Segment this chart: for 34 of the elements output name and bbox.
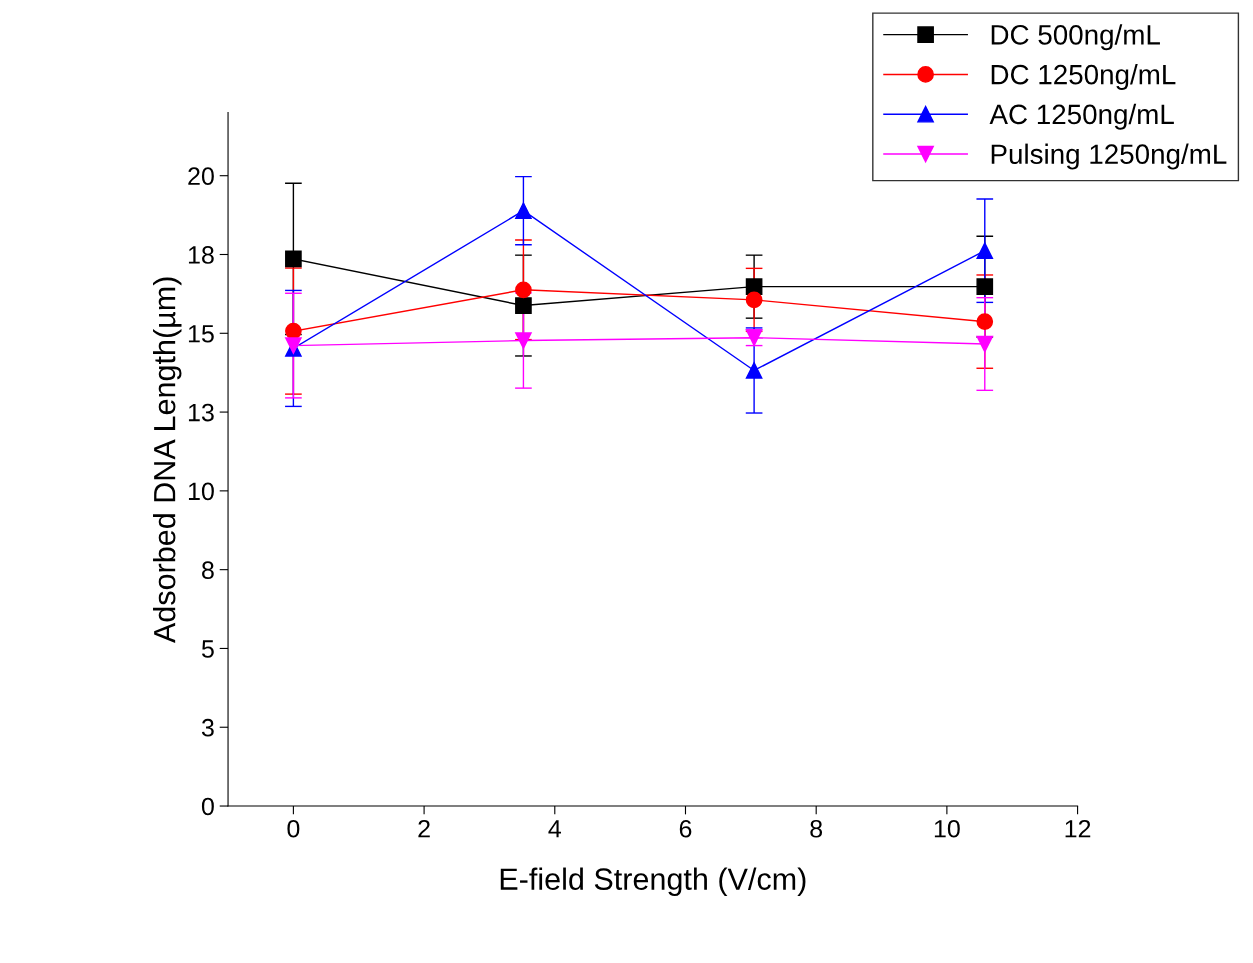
legend-label: Pulsing 1250ng/mL — [991, 143, 1227, 170]
x-tick-label: 8 — [810, 819, 823, 838]
point — [976, 335, 994, 353]
y-axis-title: Adsorbed DNA Length(µm) — [153, 277, 182, 644]
x-tick-label: 10 — [934, 819, 960, 838]
x-tick-label: 2 — [418, 819, 430, 838]
point — [976, 313, 994, 330]
y-tick-label: 15 — [188, 325, 214, 343]
x-tick-label: 0 — [287, 819, 300, 838]
legend-label: DC 500ng/mL — [991, 24, 1160, 51]
point — [745, 362, 763, 379]
point — [745, 291, 763, 309]
legend-label: AC 1250ng/mL — [989, 103, 1174, 130]
y-tick-label: 20 — [188, 167, 214, 186]
point — [515, 202, 532, 220]
point — [515, 297, 532, 314]
y-tick-label: 0 — [201, 797, 214, 816]
y-tick-label: 3 — [201, 718, 214, 737]
y-tick-label: 13 — [188, 403, 214, 422]
y-tick-label: 5 — [201, 640, 214, 658]
point — [515, 332, 532, 349]
point — [976, 242, 994, 260]
x-tick-label: 6 — [679, 819, 692, 838]
x-tick-label: 4 — [548, 820, 562, 838]
point — [976, 278, 994, 295]
x-tick-label: 12 — [1065, 819, 1091, 838]
x-axis-title: E-field Strength (V/cm) — [500, 867, 806, 897]
point — [515, 281, 532, 299]
y-tick-label: 8 — [202, 561, 214, 579]
y-tick-label: 10 — [188, 482, 214, 501]
legend-label: DC 1250ng/mL — [991, 64, 1176, 90]
point — [285, 322, 302, 340]
point — [285, 250, 302, 268]
y-tick-label: 18 — [188, 246, 214, 264]
